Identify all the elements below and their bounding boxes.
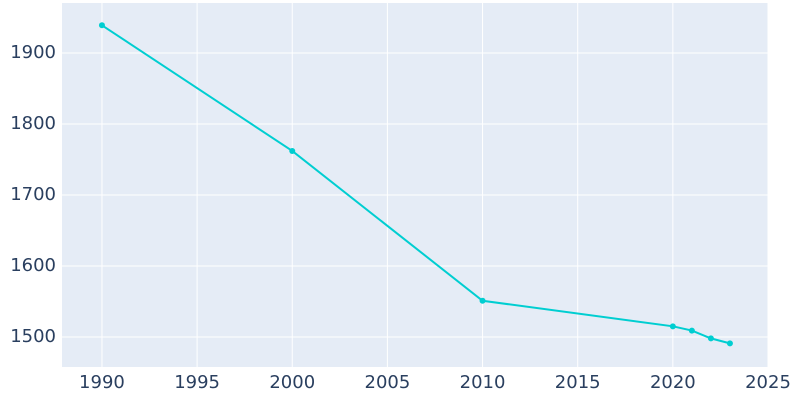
data-point <box>98 22 105 29</box>
data-point <box>669 323 676 330</box>
plot-area <box>62 3 768 367</box>
data-point <box>726 340 733 347</box>
x-tick-label: 2000 <box>269 372 315 393</box>
x-tick-label: 2015 <box>555 372 601 393</box>
y-tick-label: 1500 <box>10 326 56 347</box>
x-tick-label: 2005 <box>365 372 411 393</box>
data-point <box>688 327 695 334</box>
y-tick-label: 1900 <box>10 42 56 63</box>
data-point <box>289 147 296 154</box>
x-tick-label: 2025 <box>745 372 791 393</box>
x-tick-label: 1990 <box>79 372 125 393</box>
data-point <box>707 335 714 342</box>
y-tick-label: 1600 <box>10 255 56 276</box>
y-tick-label: 1700 <box>10 184 56 205</box>
y-tick-label: 1800 <box>10 113 56 134</box>
x-tick-label: 2020 <box>650 372 696 393</box>
x-tick-label: 2010 <box>460 372 506 393</box>
x-tick-label: 1995 <box>174 372 220 393</box>
data-point <box>479 297 486 304</box>
